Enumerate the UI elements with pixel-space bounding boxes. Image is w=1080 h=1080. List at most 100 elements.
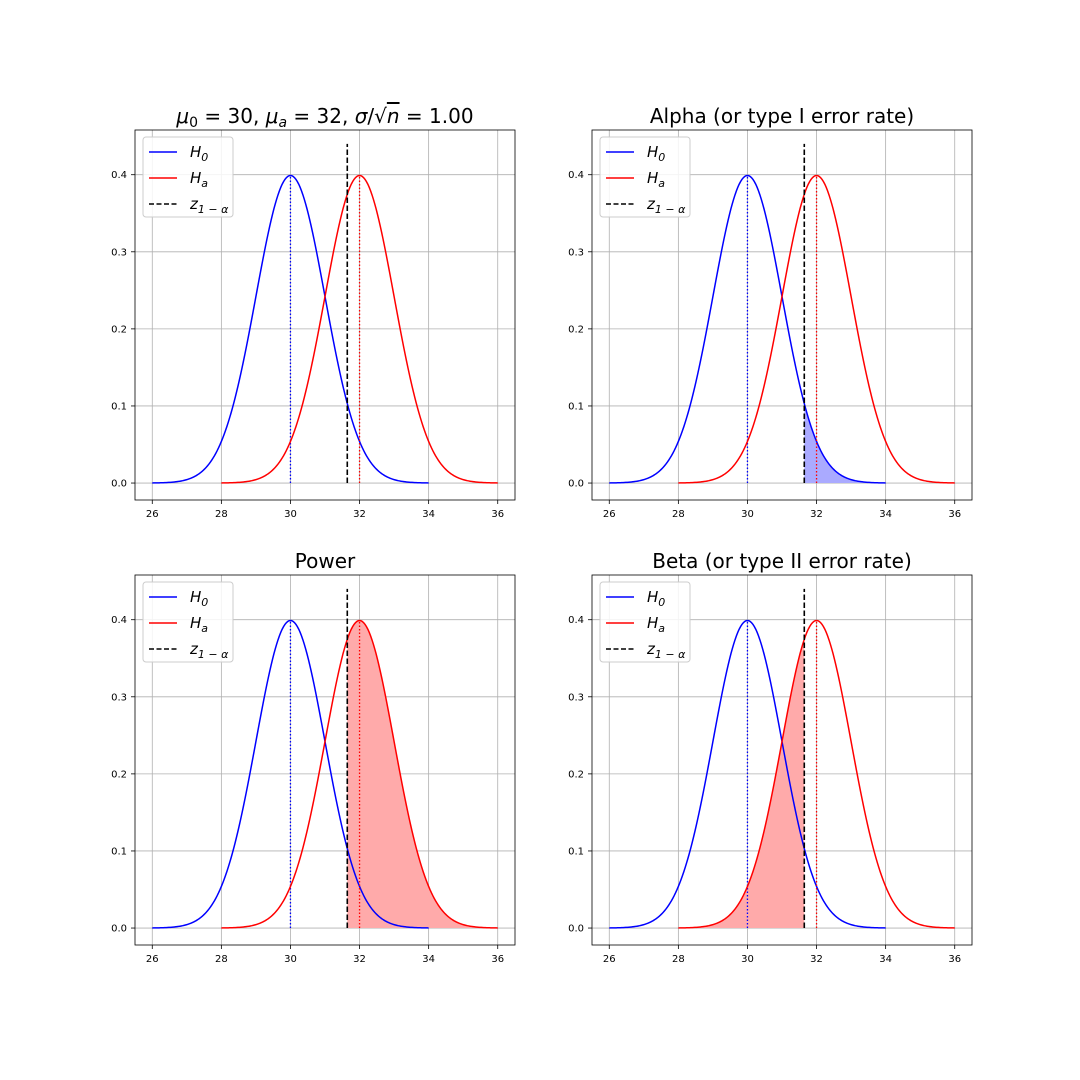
x-tick-label: 26 [146, 509, 159, 520]
legend-label-sub: 1 − α [198, 203, 229, 216]
y-tick-label: 0.1 [111, 401, 127, 412]
y-tick-label: 0.2 [111, 769, 127, 780]
legend-label-sub: 0 [201, 596, 208, 609]
legend-label: Ha [190, 169, 208, 190]
series-line-ha [221, 619, 498, 929]
chart-title: Alpha (or type I error rate) [650, 104, 914, 128]
legend-label-base: H [190, 169, 201, 187]
x-tick-label: 34 [879, 509, 892, 520]
chart-title: Power [295, 549, 356, 573]
x-tick-label: 26 [603, 954, 616, 965]
title-part: Beta (or type II error rate) [652, 549, 912, 573]
series-line-h0 [609, 619, 886, 929]
x-tick-label: 28 [672, 509, 685, 520]
title-part: n [387, 104, 400, 128]
y-tick-label: 0.3 [568, 692, 584, 703]
chart-title: μ0 = 30, μa = 32, σ/√n = 1.00 [175, 104, 473, 131]
series-line-ha [678, 619, 955, 929]
legend-box [142, 136, 234, 218]
y-tick-label: 0.1 [568, 846, 584, 857]
series-line-h0 [152, 174, 429, 484]
x-tick-label: 34 [879, 954, 892, 965]
y-tick-label: 0.3 [111, 247, 127, 258]
legend-label: H0 [190, 143, 208, 164]
legend-label-base: z [189, 195, 199, 213]
x-tick-label: 32 [353, 954, 366, 965]
x-tick-label: 30 [284, 509, 297, 520]
x-tick-label: 36 [491, 509, 504, 520]
title-part: Power [295, 549, 356, 573]
x-tick-label: 32 [810, 954, 823, 965]
y-tick-label: 0.0 [568, 479, 584, 490]
plot-area [609, 588, 955, 929]
panel-bottom-right: 26 28 30 32 34 36 0.0 0.1 0.2 0.3 0.4 Beta (or type… [568, 549, 973, 965]
y-tick-label: 0.4 [568, 615, 584, 626]
legend-label-base: z [189, 640, 199, 658]
axes-frame [591, 129, 973, 501]
plot-area [152, 588, 498, 929]
title-part: μ [175, 104, 189, 128]
title-part: = 1.00 [400, 104, 474, 128]
legend-label: Ha [647, 169, 665, 190]
title-part: a [278, 115, 287, 131]
x-tick-label: 34 [422, 954, 435, 965]
legend-box [599, 581, 691, 663]
title-part: μ [265, 104, 279, 128]
legend-label-sub: 0 [201, 151, 208, 164]
y-tick-label: 0.4 [111, 615, 127, 626]
shaded-area-power [347, 620, 498, 929]
legend: H0 Ha z1 − α [142, 581, 234, 663]
axes-frame [134, 574, 516, 946]
y-tick-label: 0.4 [111, 170, 127, 181]
title-part: /√ [367, 104, 387, 128]
legend-label: z1 − α [189, 640, 229, 661]
legend-label-sub: 1 − α [655, 203, 686, 216]
legend-label: H0 [647, 143, 665, 164]
y-tick-label: 0.2 [568, 769, 584, 780]
legend-label-base: H [190, 143, 201, 161]
x-tick-label: 32 [353, 509, 366, 520]
panel-top-right: 26 28 30 32 34 36 0.0 0.1 0.2 0.3 0.4 Alpha (or typ… [568, 104, 973, 520]
legend-label-base: H [190, 614, 201, 632]
x-tick-label: 26 [603, 509, 616, 520]
legend-label-sub: 1 − α [198, 648, 229, 661]
legend-label-base: H [647, 588, 658, 606]
axes-frame [591, 574, 973, 946]
legend-label-base: z [646, 640, 656, 658]
title-part: = 32, [287, 104, 355, 128]
shaded-area-alpha [804, 403, 886, 484]
legend-label-base: H [647, 143, 658, 161]
x-tick-label: 30 [284, 954, 297, 965]
y-tick-label: 0.3 [568, 247, 584, 258]
y-tick-label: 0.1 [568, 401, 584, 412]
legend-label: z1 − α [646, 195, 686, 216]
plot-area [152, 143, 498, 484]
x-tick-label: 32 [810, 509, 823, 520]
y-tick-label: 0.2 [111, 324, 127, 335]
x-tick-label: 28 [215, 509, 228, 520]
x-tick-label: 28 [215, 954, 228, 965]
x-tick-label: 26 [146, 954, 159, 965]
y-tick-label: 0.4 [568, 170, 584, 181]
legend-label-sub: 0 [658, 596, 665, 609]
legend-label-sub: a [201, 622, 208, 635]
x-tick-label: 36 [948, 509, 961, 520]
title-part: 0 [189, 115, 198, 131]
legend-label-sub: 0 [658, 151, 665, 164]
x-tick-label: 28 [672, 954, 685, 965]
legend-label-base: H [647, 169, 658, 187]
y-tick-label: 0.1 [111, 846, 127, 857]
shaded-area-beta [678, 639, 805, 929]
legend-label: Ha [190, 614, 208, 635]
title-part: Alpha (or type I error rate) [650, 104, 914, 128]
plot-area [609, 143, 955, 484]
legend-label: z1 − α [646, 640, 686, 661]
legend: H0 Ha z1 − α [599, 136, 691, 218]
y-tick-label: 0.0 [111, 479, 127, 490]
legend-label-base: z [646, 195, 656, 213]
series-line-h0 [609, 174, 886, 484]
series-line-ha [221, 174, 498, 484]
legend: H0 Ha z1 − α [142, 136, 234, 218]
